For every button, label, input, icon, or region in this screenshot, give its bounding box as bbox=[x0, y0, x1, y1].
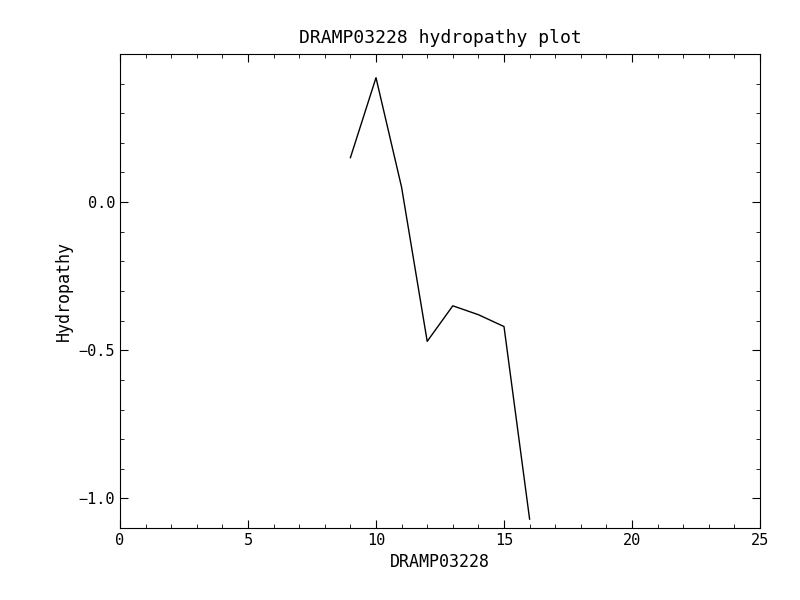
X-axis label: DRAMP03228: DRAMP03228 bbox=[390, 553, 490, 571]
Title: DRAMP03228 hydropathy plot: DRAMP03228 hydropathy plot bbox=[298, 29, 582, 47]
Y-axis label: Hydropathy: Hydropathy bbox=[55, 241, 73, 341]
